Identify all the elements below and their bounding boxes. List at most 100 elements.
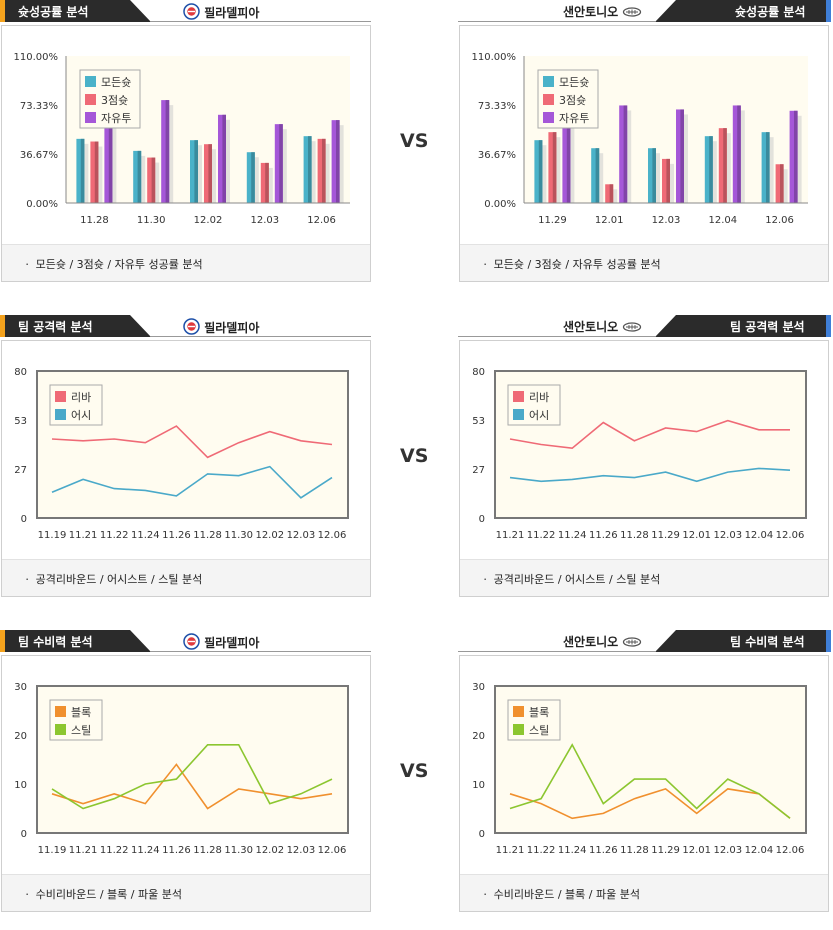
x-tick-label: 12.06	[776, 530, 805, 541]
bar	[619, 105, 628, 203]
section-accent-bar	[826, 0, 831, 22]
x-tick-label: 12.04	[708, 215, 737, 226]
bar-side	[538, 140, 543, 203]
bar	[260, 162, 269, 203]
legend-swatch	[55, 409, 66, 420]
legend-swatch	[513, 391, 524, 402]
team-label-left: 필라델피아	[183, 318, 259, 336]
legend-swatch	[85, 112, 96, 123]
section-accent-bar	[0, 0, 5, 22]
bar-side	[709, 136, 713, 203]
legend-label: 자유투	[101, 112, 131, 125]
series-line	[51, 763, 333, 810]
x-tick-label: 11.22	[100, 845, 129, 856]
legend-label: 스틸	[529, 724, 549, 737]
legend-label: 스틸	[71, 724, 91, 737]
vs-label: VS	[400, 760, 429, 782]
bar	[104, 102, 113, 203]
x-tick-label: 12.06	[776, 845, 805, 856]
footer-text: ㆍ 공격리바운드 / 어시스트 / 스틸 분석	[22, 573, 203, 586]
section-title-right: 슛성공률 분석	[735, 5, 806, 19]
legend-swatch	[543, 94, 554, 105]
bar-side	[623, 105, 628, 203]
header-rule	[458, 651, 655, 652]
team-label-right: 샌안토니오	[563, 633, 642, 650]
y-tick-label: 53	[14, 416, 27, 427]
chart-footer: ㆍ 모든슛 / 3점슛 / 자유투 성공률 분석	[460, 244, 828, 281]
bar-side	[723, 128, 727, 203]
bar-side	[780, 164, 784, 203]
bar-side	[80, 138, 85, 203]
x-tick-label: 11.21	[496, 845, 525, 856]
bar-side	[194, 140, 198, 203]
spurs-logo-icon	[623, 322, 642, 332]
x-tick-label: 12.06	[318, 845, 347, 856]
x-tick-label: 12.01	[682, 845, 711, 856]
chart-footer: ㆍ 공격리바운드 / 어시스트 / 스틸 분석	[460, 559, 828, 596]
chart-panel-left: 30 20 10 0 11.19 11.21 11.22 11.24 11.26 11.28 11.…	[1, 655, 371, 912]
bar	[789, 110, 798, 203]
legend-swatch	[85, 94, 96, 105]
footer-text: ㆍ 모든슛 / 3점슛 / 자유투 성공률 분석	[480, 258, 661, 271]
chart-panel-left: 110.00% 73.33% 36.67% 0.00% 11.28 11.30 12.02 1…	[1, 25, 371, 282]
bar	[605, 184, 614, 203]
y-tick-label: 36.67%	[478, 150, 516, 161]
legend-label: 모든슛	[559, 76, 589, 89]
section-tab-left	[5, 0, 151, 22]
x-tick-label: 12.04	[745, 530, 774, 541]
section-title-left: 팀 공격력 분석	[18, 320, 93, 334]
legend-swatch	[513, 724, 524, 735]
sixers-logo-icon	[183, 3, 200, 20]
vs-label: VS	[400, 130, 429, 152]
y-tick-label: 0	[21, 514, 27, 525]
section-title-right: 팀 수비력 분석	[730, 635, 805, 649]
section-offense: 팀 공격력 분석 필라델피아 샌안토니오 팀 공격력 분석 80 53 27 0 11.…	[0, 315, 833, 615]
footer-text: ㆍ 공격리바운드 / 어시스트 / 스틸 분석	[480, 573, 661, 586]
section-accent-bar	[0, 630, 5, 652]
x-tick-label: 12.01	[682, 530, 711, 541]
sixers-logo-icon	[183, 633, 200, 650]
bar	[591, 148, 600, 203]
x-tick-label: 12.06	[307, 215, 336, 226]
bar-side	[151, 157, 156, 203]
x-tick-label: 11.24	[131, 845, 160, 856]
bar-side	[666, 158, 670, 203]
x-tick-label: 11.28	[193, 530, 222, 541]
x-tick-label: 11.28	[80, 215, 109, 226]
chart-footer: ㆍ 수비리바운드 / 블록 / 파울 분석	[2, 874, 370, 911]
chart-panel-right: 110.00% 73.33% 36.67% 0.00% 11.29 12.01 12.03 1…	[459, 25, 829, 282]
legend-swatch	[55, 724, 66, 735]
x-tick-label: 12.02	[255, 845, 284, 856]
y-tick-label: 80	[14, 367, 27, 378]
chart-panel-left: 80 53 27 0 11.19 11.21 11.22 11.24 11.26 11.28 11.…	[1, 340, 371, 597]
y-tick-label: 73.33%	[20, 101, 58, 112]
team-label-left: 필라델피아	[183, 3, 259, 21]
series-line	[509, 788, 791, 820]
legend-swatch	[85, 76, 96, 87]
bar	[218, 114, 226, 203]
team-name: 필라델피아	[204, 6, 260, 20]
offense-chart-philadelphia: 80 53 27 0 11.19 11.21 11.22 11.24 11.26 11.28 11.…	[14, 367, 349, 541]
x-tick-label: 11.30	[224, 845, 253, 856]
x-tick-label: 11.21	[69, 530, 98, 541]
section-title-left: 슛성공률 분석	[18, 5, 89, 19]
bar	[246, 152, 255, 203]
bar-side	[222, 114, 226, 203]
bar-shadow	[538, 145, 547, 203]
legend-label: 리바	[71, 391, 91, 404]
chart-footer: ㆍ 수비리바운드 / 블록 / 파울 분석	[460, 874, 828, 911]
series-line	[51, 425, 333, 459]
footer-text: ㆍ 모든슛 / 3점슛 / 자유투 성공률 분석	[22, 258, 203, 271]
bar	[662, 158, 670, 203]
chart-footer: ㆍ 공격리바운드 / 어시스트 / 스틸 분석	[2, 559, 370, 596]
x-tick-label: 11.26	[589, 845, 618, 856]
bar	[676, 109, 684, 203]
legend-swatch	[543, 76, 554, 87]
x-tick-label: 12.06	[318, 530, 347, 541]
bar	[274, 124, 283, 203]
chart-footer: ㆍ 모든슛 / 3점슛 / 자유투 성공률 분석	[2, 244, 370, 281]
x-tick-label: 11.29	[538, 215, 567, 226]
bar-side	[251, 152, 255, 203]
x-tick-label: 12.03	[250, 215, 279, 226]
